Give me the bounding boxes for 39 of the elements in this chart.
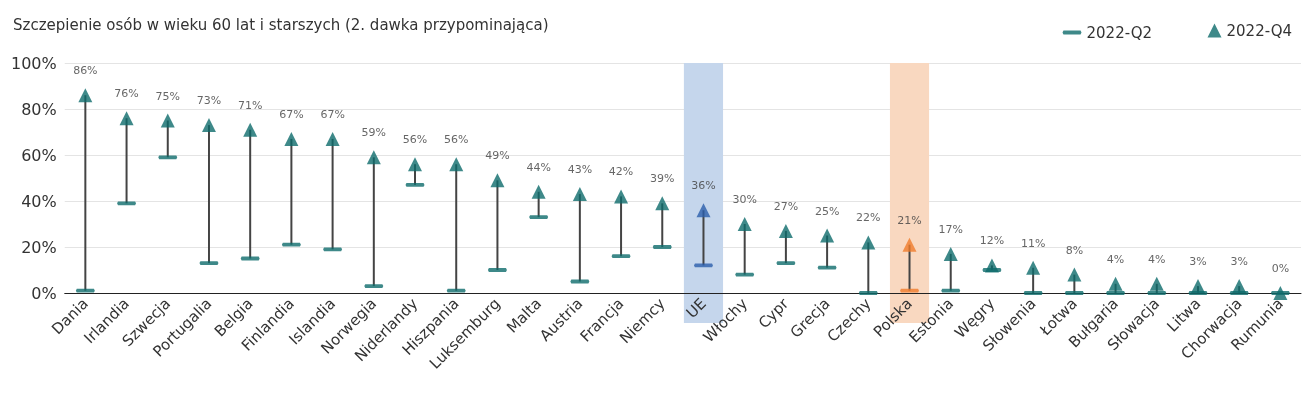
data-label: 36%	[691, 179, 716, 193]
data-label: 44%	[526, 160, 551, 174]
data-label: 86%	[73, 64, 98, 78]
data-label: 22%	[856, 211, 881, 225]
data-label: 27%	[773, 199, 799, 213]
data-label: 56%	[402, 133, 428, 147]
y-tick-label: 20%	[21, 237, 57, 257]
data-label: 0%	[1271, 262, 1290, 275]
data-label: 43%	[567, 163, 593, 177]
data-label: 75%	[155, 89, 180, 103]
data-label: 56%	[444, 133, 469, 147]
data-label: 3%	[1230, 255, 1248, 269]
legend-label: 2022-Q4	[1226, 21, 1293, 40]
data-label: 39%	[650, 172, 675, 186]
data-label: 4%	[1106, 252, 1125, 266]
data-label: 73%	[196, 94, 222, 108]
y-tick-label: 60%	[21, 145, 57, 165]
y-tick-label: 80%	[21, 99, 57, 119]
y-tick-label: 100%	[10, 53, 57, 73]
data-label: 71%	[237, 98, 263, 112]
data-label: 8%	[1065, 243, 1084, 257]
y-tick-label: 40%	[21, 191, 57, 211]
data-label: 4%	[1148, 252, 1166, 266]
data-label: 11%	[1020, 236, 1046, 250]
data-label: 67%	[279, 107, 304, 121]
data-label: 59%	[361, 126, 387, 140]
data-label: 3%	[1189, 255, 1207, 269]
data-label: 67%	[320, 107, 345, 121]
data-label: 42%	[608, 165, 634, 179]
data-label: 49%	[485, 149, 510, 163]
data-label: 21%	[897, 213, 922, 227]
data-label: 76%	[114, 87, 139, 101]
y-tick-label: 0%	[31, 283, 57, 303]
chart-title: Szczepienie osób w wieku 60 lat i starszych (2. dawka przypominająca)	[13, 15, 549, 34]
data-label: 25%	[814, 204, 840, 218]
data-label: 17%	[938, 222, 963, 236]
data-label: 12%	[979, 234, 1005, 248]
data-label: 30%	[732, 193, 757, 206]
legend-label: 2022-Q2	[1086, 23, 1153, 42]
